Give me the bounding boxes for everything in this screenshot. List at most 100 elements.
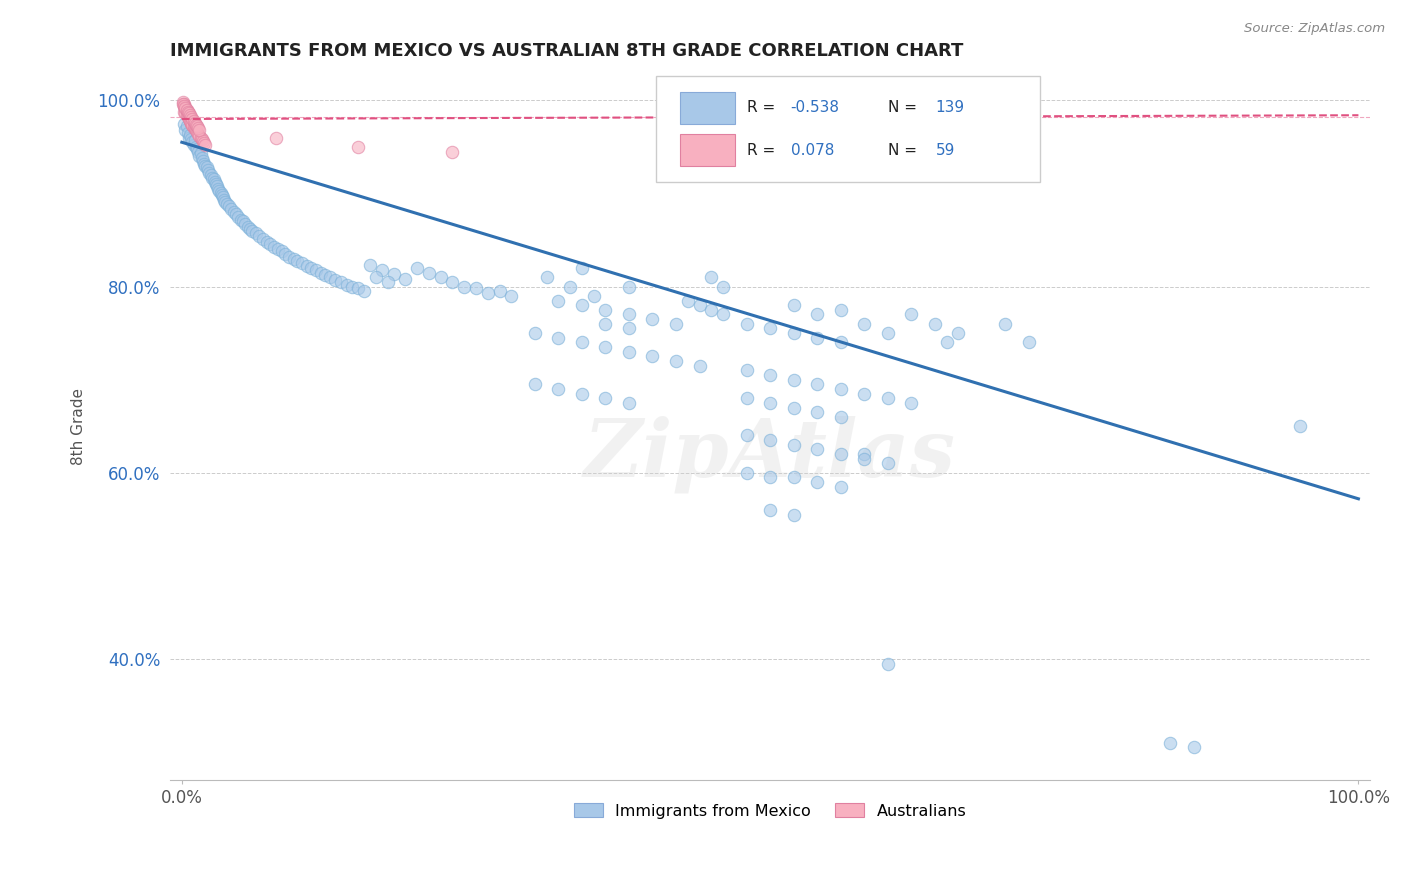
- Point: [700, 270, 723, 285]
- Point: [876, 391, 898, 405]
- Point: [700, 302, 723, 317]
- Point: [547, 293, 569, 308]
- Point: [181, 118, 204, 132]
- Point: [295, 259, 318, 273]
- Point: [782, 326, 804, 340]
- Point: [256, 235, 278, 249]
- Point: [184, 133, 207, 147]
- Point: [582, 289, 605, 303]
- Point: [191, 151, 214, 165]
- Point: [207, 182, 229, 196]
- Point: [853, 447, 876, 461]
- Point: [342, 279, 364, 293]
- Point: [283, 252, 305, 266]
- Point: [190, 146, 212, 161]
- Text: N =: N =: [887, 101, 921, 115]
- Point: [214, 194, 236, 209]
- Point: [571, 386, 593, 401]
- Point: [270, 244, 292, 259]
- Point: [617, 344, 640, 359]
- Point: [193, 156, 215, 170]
- Point: [1018, 335, 1040, 350]
- Point: [173, 117, 195, 131]
- Point: [173, 99, 195, 113]
- Point: [179, 112, 201, 127]
- Point: [924, 317, 946, 331]
- Point: [226, 210, 249, 224]
- Point: [571, 298, 593, 312]
- Point: [184, 116, 207, 130]
- Point: [174, 101, 197, 115]
- Point: [184, 118, 207, 132]
- Point: [267, 242, 290, 256]
- Point: [735, 466, 758, 480]
- Text: 139: 139: [936, 101, 965, 115]
- Point: [177, 107, 200, 121]
- Point: [806, 405, 828, 419]
- Point: [173, 97, 195, 112]
- Point: [617, 321, 640, 335]
- Point: [176, 108, 198, 122]
- Legend: Immigrants from Mexico, Australians: Immigrants from Mexico, Australians: [568, 797, 973, 825]
- Point: [759, 368, 782, 382]
- Point: [323, 273, 346, 287]
- Point: [595, 317, 617, 331]
- Point: [595, 391, 617, 405]
- Point: [181, 119, 204, 133]
- Point: [198, 166, 221, 180]
- Point: [641, 350, 664, 364]
- Point: [853, 451, 876, 466]
- Point: [782, 470, 804, 484]
- Point: [181, 135, 204, 149]
- Text: IMMIGRANTS FROM MEXICO VS AUSTRALIAN 8TH GRADE CORRELATION CHART: IMMIGRANTS FROM MEXICO VS AUSTRALIAN 8TH…: [170, 42, 963, 60]
- Point: [174, 102, 197, 116]
- Point: [174, 123, 197, 137]
- Point: [181, 112, 204, 126]
- Point: [782, 373, 804, 387]
- Point: [759, 396, 782, 410]
- Point: [994, 317, 1017, 331]
- Point: [277, 250, 299, 264]
- Point: [183, 121, 205, 136]
- Point: [853, 317, 876, 331]
- Point: [759, 470, 782, 484]
- Point: [571, 260, 593, 275]
- Point: [180, 116, 202, 130]
- Point: [782, 438, 804, 452]
- Point: [191, 153, 214, 168]
- Point: [212, 193, 235, 207]
- Point: [501, 289, 523, 303]
- Text: ZipAtlas: ZipAtlas: [583, 416, 956, 493]
- Point: [830, 335, 852, 350]
- Point: [453, 279, 475, 293]
- Point: [197, 163, 219, 178]
- Point: [665, 354, 688, 368]
- Point: [371, 262, 394, 277]
- Point: [329, 275, 352, 289]
- Point: [441, 275, 464, 289]
- Point: [291, 256, 314, 270]
- Text: N =: N =: [887, 143, 921, 158]
- Point: [200, 168, 222, 182]
- Point: [782, 508, 804, 522]
- Point: [219, 202, 242, 217]
- Point: [211, 188, 233, 202]
- Point: [177, 130, 200, 145]
- Point: [465, 281, 488, 295]
- Point: [245, 227, 267, 241]
- Point: [215, 196, 238, 211]
- Point: [172, 97, 194, 112]
- Point: [174, 106, 197, 120]
- Point: [202, 172, 225, 186]
- Point: [759, 503, 782, 517]
- Point: [176, 103, 198, 117]
- Point: [225, 207, 247, 221]
- Point: [830, 409, 852, 424]
- Point: [830, 480, 852, 494]
- Point: [177, 104, 200, 119]
- Point: [183, 113, 205, 128]
- Text: R =: R =: [748, 143, 780, 158]
- Point: [242, 224, 264, 238]
- Point: [477, 286, 499, 301]
- Point: [1159, 736, 1181, 750]
